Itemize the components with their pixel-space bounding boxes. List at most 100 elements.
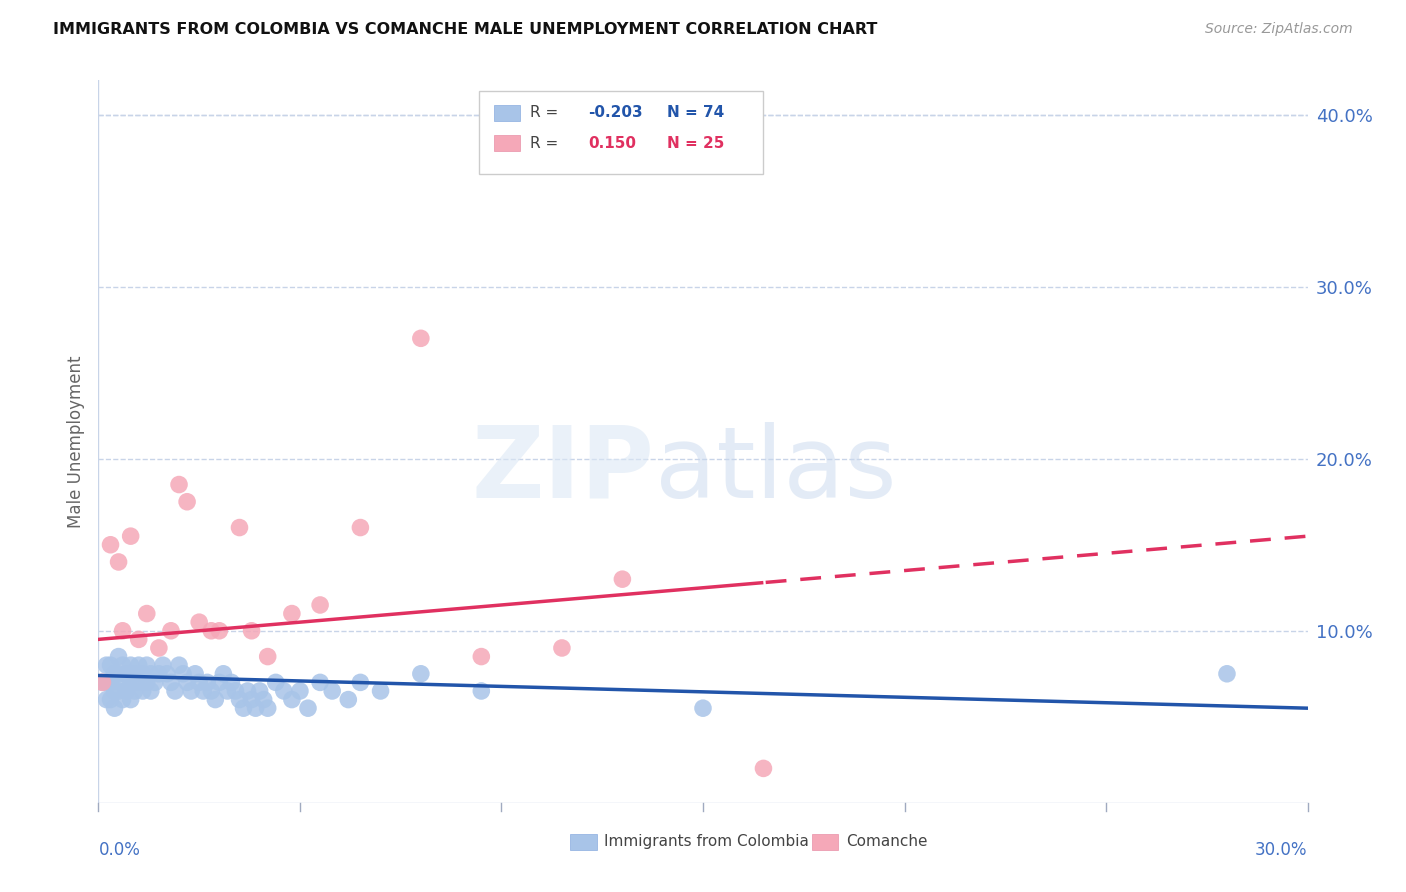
Point (409, 331, 432, 345)
Text: 30.0%: 30.0% (1256, 840, 1308, 859)
Point (253, 692, 276, 706)
Point (195, 675, 218, 690)
Point (115, 684, 138, 698)
Point (132, 684, 155, 698)
Point (208, 675, 231, 690)
Point (148, 666, 170, 681)
Point (337, 692, 360, 706)
Point (152, 658, 174, 673)
Point (103, 701, 125, 715)
Point (143, 675, 166, 690)
Text: 0.0%: 0.0% (98, 840, 141, 859)
Point (100, 675, 122, 690)
Point (120, 675, 142, 690)
Bar (494, 136, 520, 151)
Point (297, 701, 319, 715)
Point (752, 761, 775, 775)
Point (224, 684, 246, 698)
Point (128, 675, 150, 690)
Y-axis label: Male Unemployment: Male Unemployment (66, 355, 84, 528)
Point (132, 666, 155, 681)
Point (135, 658, 157, 673)
Bar (811, 834, 838, 850)
Point (139, 666, 162, 681)
Point (96, 675, 118, 690)
Point (120, 529, 142, 543)
Point (148, 640, 170, 655)
Point (409, 666, 432, 681)
Point (103, 684, 125, 698)
Text: N = 25: N = 25 (666, 136, 724, 151)
Point (470, 684, 492, 698)
Point (264, 675, 287, 690)
Point (180, 684, 202, 698)
Point (1216, 666, 1239, 681)
Point (470, 649, 492, 664)
Point (100, 658, 122, 673)
Point (124, 684, 146, 698)
Point (200, 684, 222, 698)
Point (240, 624, 263, 638)
Point (273, 684, 295, 698)
Point (193, 684, 215, 698)
Point (692, 701, 714, 715)
Point (160, 675, 183, 690)
Point (167, 477, 190, 491)
Point (128, 658, 150, 673)
Point (176, 675, 198, 690)
Point (612, 572, 634, 586)
Point (232, 701, 254, 715)
Point (115, 666, 138, 681)
Point (176, 494, 198, 508)
Point (309, 675, 332, 690)
Point (91, 675, 114, 690)
Text: -0.203: -0.203 (588, 105, 643, 120)
Point (172, 666, 194, 681)
FancyBboxPatch shape (479, 91, 763, 174)
Point (256, 649, 278, 664)
Text: 0.150: 0.150 (588, 136, 636, 151)
Point (167, 658, 190, 673)
Point (236, 684, 259, 698)
Text: Immigrants from Colombia: Immigrants from Colombia (603, 834, 808, 849)
Point (240, 692, 263, 706)
Point (228, 692, 250, 706)
Point (139, 684, 162, 698)
Point (111, 675, 134, 690)
Point (370, 684, 392, 698)
Point (120, 658, 142, 673)
Point (111, 692, 134, 706)
Point (321, 684, 343, 698)
Point (281, 692, 304, 706)
Point (249, 684, 271, 698)
Bar (494, 105, 520, 120)
Point (288, 684, 311, 698)
Text: atlas: atlas (655, 422, 896, 519)
Bar (569, 834, 596, 850)
Point (188, 615, 211, 630)
Point (100, 692, 122, 706)
Point (256, 701, 278, 715)
Point (551, 640, 574, 655)
Point (111, 624, 134, 638)
Point (163, 684, 186, 698)
Point (228, 520, 250, 534)
Point (107, 684, 129, 698)
Point (281, 607, 304, 621)
Point (221, 675, 243, 690)
Text: ZIP: ZIP (472, 422, 655, 519)
Point (91, 675, 114, 690)
Point (208, 624, 231, 638)
Point (309, 598, 332, 612)
Text: R =: R = (530, 105, 564, 120)
Point (217, 684, 239, 698)
Point (156, 666, 179, 681)
Point (100, 538, 122, 552)
Point (96, 692, 118, 706)
Point (128, 632, 150, 647)
Point (135, 675, 157, 690)
Point (184, 666, 207, 681)
Point (107, 555, 129, 569)
Text: IMMIGRANTS FROM COLOMBIA VS COMANCHE MALE UNEMPLOYMENT CORRELATION CHART: IMMIGRANTS FROM COLOMBIA VS COMANCHE MAL… (53, 22, 877, 37)
Text: Comanche: Comanche (845, 834, 927, 849)
